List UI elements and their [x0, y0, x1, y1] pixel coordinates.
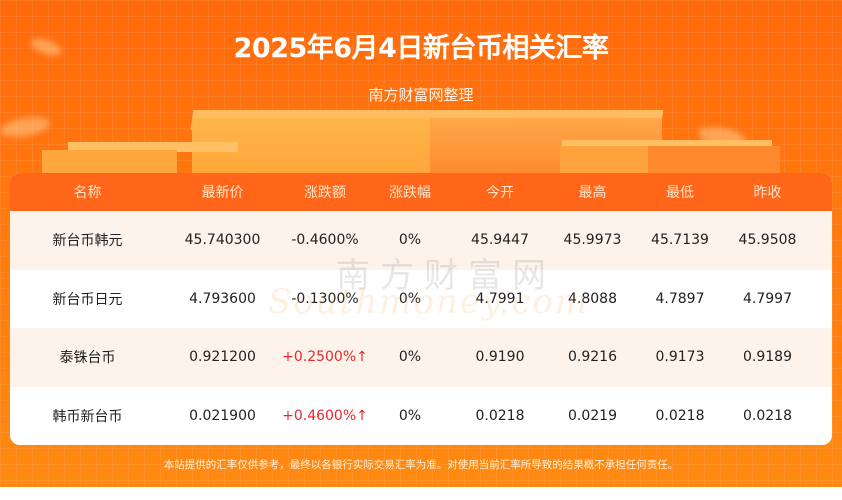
cell-change: -0.4600% [291, 232, 359, 249]
cell-high: 45.9973 [563, 232, 622, 249]
table-row: 新台币韩元 45.740300 -0.4600% 0% 45.9447 45.9… [10, 211, 832, 270]
cell-latest: 0.021900 [189, 407, 256, 424]
cell-latest: 4.793600 [189, 290, 256, 307]
cell-prev-close: 45.9508 [738, 232, 797, 249]
cell-prev-close: 0.0218 [743, 407, 792, 424]
cell-change-pct: 0% [398, 232, 422, 249]
column-header-name: 名称 [73, 185, 102, 201]
cell-change: +0.2500%↑ [282, 349, 368, 366]
table-row: 新台币日元 4.793600 -0.1300% 0% 4.7991 4.8088… [10, 269, 832, 328]
page-title: 2025年6月4日新台币相关汇率 [233, 33, 609, 64]
cell-name: 泰铢台币 [59, 350, 116, 367]
column-header-low: 最低 [666, 185, 694, 201]
rates-table: 名称 最新价 涨跌额 涨跌幅 今开 最高 最低 昨收 新台币韩元 45.7403… [10, 173, 832, 445]
cell-change-pct: 0% [398, 290, 422, 307]
cell-change: +0.4600%↑ [282, 407, 368, 424]
cell-open: 4.7991 [475, 290, 525, 307]
podium-decoration [68, 142, 238, 152]
cell-open: 45.9447 [471, 232, 529, 249]
cell-prev-close: 0.9189 [743, 349, 792, 366]
cell-name: 韩币新台币 [52, 408, 123, 425]
cell-low: 45.7139 [651, 232, 709, 249]
cell-high: 0.0219 [568, 407, 617, 424]
column-header-high: 最高 [578, 185, 607, 201]
cell-change-pct: 0% [398, 349, 422, 366]
podium-decoration [560, 146, 780, 176]
podium-decoration [42, 150, 177, 176]
column-header-prev-close: 昨收 [753, 185, 782, 201]
cell-name: 新台币韩元 [52, 233, 123, 250]
cell-low: 0.0218 [655, 407, 705, 424]
cell-high: 0.9216 [568, 349, 617, 366]
table-header: 名称 最新价 涨跌额 涨跌幅 今开 最高 最低 昨收 [10, 173, 832, 211]
cell-open: 0.0218 [475, 407, 525, 424]
cell-latest: 0.921200 [189, 349, 256, 366]
podium-decoration [562, 140, 772, 150]
cell-low: 0.9173 [655, 349, 705, 366]
cell-change: -0.1300% [291, 290, 359, 307]
cell-latest: 45.740300 [184, 232, 261, 249]
cell-high: 4.8088 [568, 290, 617, 307]
table-row: 泰铢台币 0.921200 +0.2500%↑ 0% 0.9190 0.9216… [10, 328, 832, 387]
table-row: 韩币新台币 0.021900 +0.4600%↑ 0% 0.0218 0.021… [10, 386, 832, 445]
column-header-open: 今开 [486, 185, 514, 201]
page-subtitle: 南方财富网整理 [368, 86, 474, 104]
disclaimer-text: 本站提供的汇率仅供参考，最终以各银行实际交易汇率为准。对使用当前汇率所导致的结果… [163, 459, 679, 471]
column-header-change: 涨跌额 [304, 185, 346, 201]
cell-open: 0.9190 [475, 349, 525, 366]
cell-name: 新台币日元 [52, 291, 123, 308]
cell-low: 4.7897 [655, 290, 705, 307]
column-header-latest: 最新价 [201, 185, 244, 201]
cell-change-pct: 0% [398, 407, 422, 424]
column-header-change-pct: 涨跌幅 [389, 185, 431, 201]
cell-prev-close: 4.7997 [743, 290, 792, 307]
